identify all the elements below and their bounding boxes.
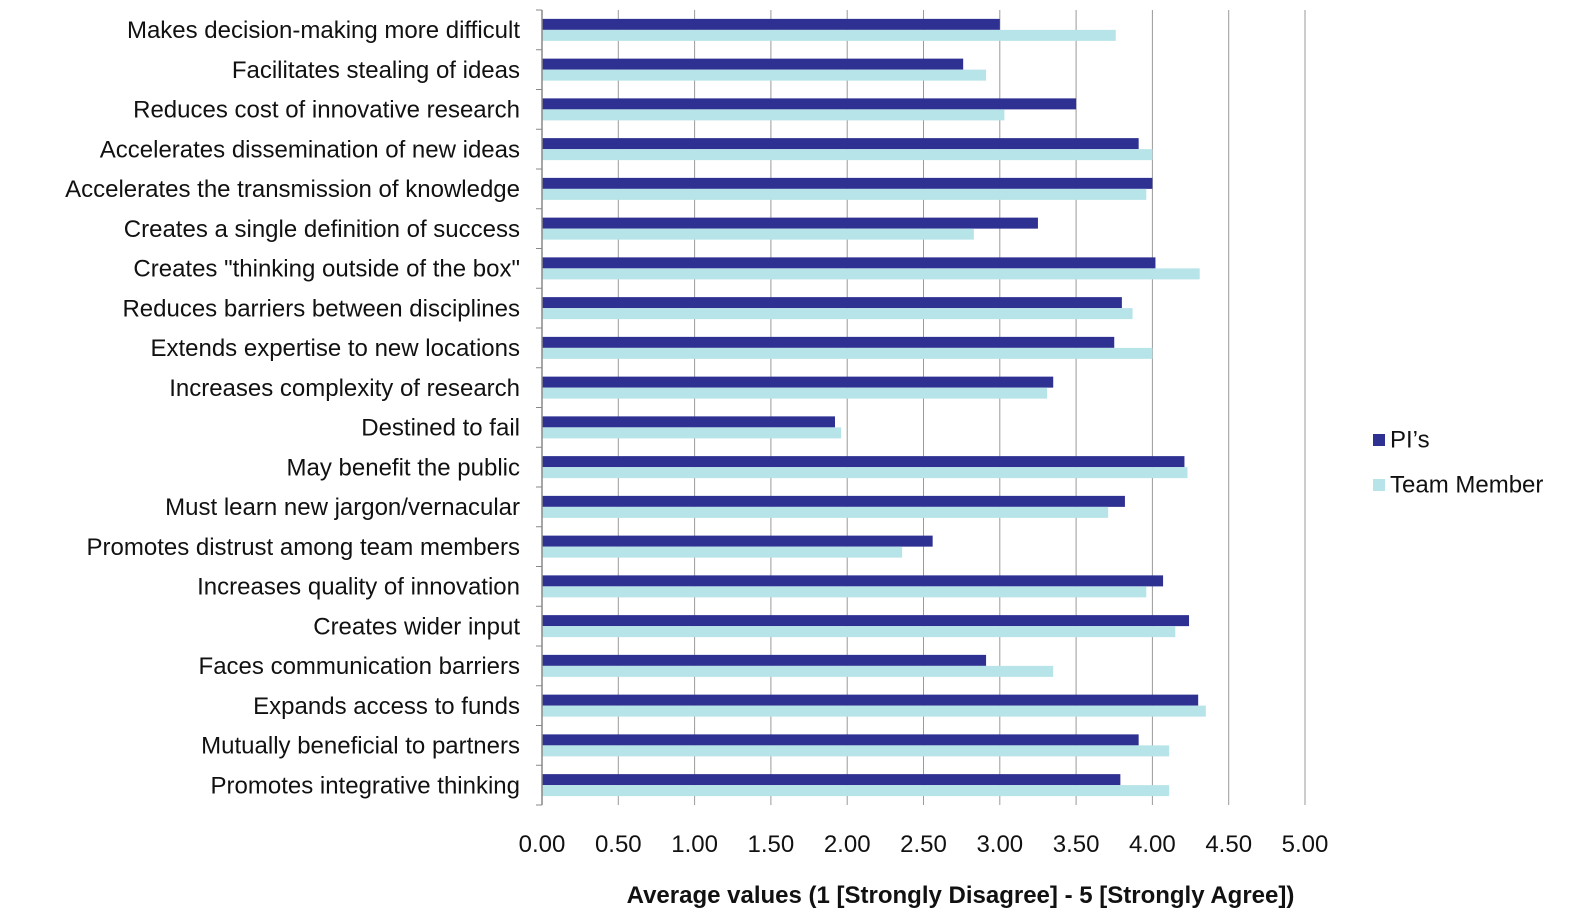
x-tick-label: 4.00 (1129, 831, 1176, 858)
bar-pis (542, 297, 1122, 309)
legend-label: Team Member (1390, 471, 1543, 498)
legend-label: PI’s (1390, 426, 1430, 453)
bar-pis (542, 376, 1054, 388)
bar-team-member (542, 705, 1206, 717)
legend-swatch (1373, 434, 1385, 446)
bar-pis (542, 774, 1121, 786)
bars (542, 18, 1206, 797)
x-axis-title: Average values (1 [Strongly Disagree] - … (627, 882, 1295, 909)
category-label: Facilitates stealing of ideas (232, 57, 520, 84)
bar-pis (542, 694, 1199, 706)
x-tick-label: 3.00 (976, 831, 1023, 858)
bar-team-member (542, 149, 1153, 161)
category-label: Destined to fail (361, 415, 520, 442)
axes (536, 9, 543, 806)
bar-team-member (542, 626, 1176, 638)
x-tick-label: 2.00 (824, 831, 871, 858)
bar-pis (542, 336, 1115, 348)
category-label: Increases complexity of research (169, 375, 520, 402)
bar-team-member (542, 546, 903, 558)
grid-lines (617, 10, 1306, 805)
bar-pis (542, 456, 1185, 468)
x-tick-label: 0.50 (595, 831, 642, 858)
category-label: Reduces barriers between disciplines (122, 295, 520, 322)
bar-pis (542, 615, 1190, 627)
bar-pis (542, 98, 1077, 110)
x-tick-label: 4.50 (1205, 831, 1252, 858)
category-label: Accelerates the transmission of knowledg… (65, 176, 520, 203)
category-label: May benefit the public (287, 454, 520, 481)
x-tick-label: 5.00 (1282, 831, 1329, 858)
bar-pis (542, 535, 933, 547)
bar-pis (542, 177, 1153, 189)
bar-pis (542, 654, 987, 666)
x-tick-labels: 0.00 0.50 1.00 1.50 2.00 2.50 3.00 3.50 4.00 4.50… (519, 831, 1329, 858)
category-label: Promotes integrative thinking (211, 772, 521, 799)
bar-pis (542, 734, 1139, 746)
bar-team-member (542, 467, 1188, 479)
category-label: Must learn new jargon/vernacular (165, 494, 520, 521)
bar-team-member (542, 745, 1170, 757)
bar-team-member (542, 785, 1170, 797)
category-label: Faces communication barriers (199, 653, 520, 680)
x-tick-label: 3.50 (1053, 831, 1100, 858)
category-label: Promotes distrust among team members (87, 534, 521, 561)
bar-pis (542, 58, 964, 70)
category-label: Creates wider input (313, 613, 520, 640)
bar-team-member (542, 228, 974, 240)
bar-pis (542, 138, 1139, 150)
bar-team-member (542, 268, 1200, 280)
category-label: Creates a single definition of success (124, 216, 520, 243)
bar-team-member (542, 665, 1054, 677)
category-label: Creates "thinking outside of the box" (133, 256, 520, 283)
category-label: Mutually beneficial to partners (201, 733, 520, 760)
category-label: Extends expertise to new locations (150, 335, 520, 362)
bar-pis (542, 575, 1164, 587)
bar-team-member (542, 347, 1153, 359)
bar-team-member (542, 69, 987, 81)
bar-pis (542, 217, 1038, 229)
bar-team-member (542, 387, 1048, 399)
bar-pis (542, 495, 1125, 507)
x-tick-label: 1.00 (671, 831, 718, 858)
bar-team-member (542, 308, 1133, 320)
x-tick-label: 1.50 (748, 831, 795, 858)
bar-pis (542, 416, 835, 428)
category-labels: Makes decision-making more difficult Faci… (65, 17, 520, 799)
category-label: Accelerates dissemination of new ideas (100, 136, 520, 163)
category-label: Expands access to funds (253, 693, 520, 720)
bar-team-member (542, 586, 1147, 598)
bar-pis (542, 18, 1000, 30)
category-label: Makes decision-making more difficult (127, 17, 520, 44)
legend-swatch (1373, 479, 1385, 491)
x-tick-label: 2.50 (900, 831, 947, 858)
bar-team-member (542, 109, 1005, 121)
bar-team-member (542, 188, 1147, 200)
category-label: Increases quality of innovation (197, 574, 520, 601)
bar-team-member (542, 427, 842, 439)
legend: PI’s Team Member (1373, 426, 1543, 498)
category-label: Reduces cost of innovative research (133, 97, 520, 124)
bar-team-member (542, 506, 1109, 518)
bar-pis (542, 257, 1156, 269)
x-tick-label: 0.00 (519, 831, 566, 858)
bar-team-member (542, 29, 1116, 41)
